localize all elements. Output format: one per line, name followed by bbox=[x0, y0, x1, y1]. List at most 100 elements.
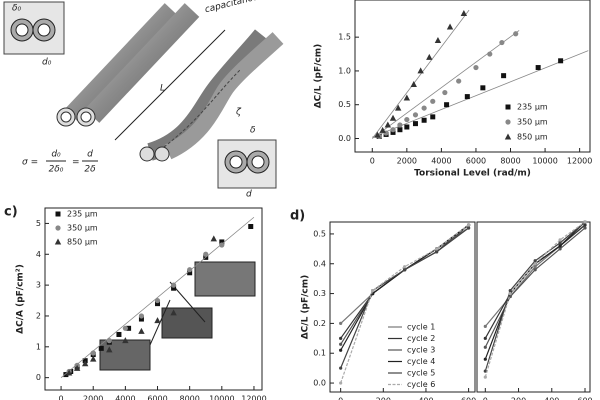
series-line bbox=[484, 221, 586, 378]
marker bbox=[426, 53, 433, 60]
marker bbox=[170, 309, 177, 316]
marker bbox=[558, 58, 564, 64]
series-line bbox=[484, 221, 586, 372]
marker bbox=[535, 65, 541, 71]
y-axis-title: ΔC/L (pF/cm) bbox=[301, 275, 311, 340]
x-tick-label: 10000 bbox=[209, 395, 234, 400]
marker bbox=[397, 127, 403, 133]
marker bbox=[464, 94, 470, 100]
marker bbox=[155, 301, 161, 307]
legend-label: cycle 4 bbox=[407, 357, 435, 366]
legend-label: 350 μm bbox=[67, 224, 98, 233]
point bbox=[483, 357, 487, 361]
marker bbox=[138, 313, 145, 319]
marker bbox=[187, 267, 193, 273]
marker bbox=[442, 89, 448, 96]
marker bbox=[434, 37, 442, 44]
formula-part: d₀ bbox=[51, 150, 61, 160]
x-tick-label: 400 bbox=[544, 397, 559, 400]
point bbox=[583, 223, 587, 227]
y-tick-label: 5 bbox=[36, 219, 41, 228]
point bbox=[339, 336, 343, 340]
marker bbox=[404, 124, 410, 130]
point bbox=[339, 342, 343, 346]
marker bbox=[219, 239, 225, 245]
formula-part: 2δ₀ bbox=[49, 165, 64, 175]
axis-line bbox=[159, 69, 241, 151]
photo-inset bbox=[161, 307, 213, 339]
y-tick-label: 0.5 bbox=[338, 100, 351, 109]
plot-frame bbox=[44, 207, 263, 391]
marker bbox=[210, 235, 217, 242]
point bbox=[533, 265, 537, 269]
point bbox=[533, 262, 537, 266]
x-tick-label: 6000 bbox=[466, 157, 486, 166]
x-tick-label: 8000 bbox=[500, 157, 520, 166]
y-tick-label: 0 bbox=[36, 373, 41, 382]
legend-marker bbox=[54, 238, 62, 245]
marker bbox=[170, 282, 177, 288]
panel-label: d) bbox=[290, 209, 305, 224]
marker bbox=[81, 360, 89, 367]
series-line bbox=[340, 227, 469, 369]
marker bbox=[501, 73, 507, 79]
fit-line bbox=[372, 30, 520, 139]
point bbox=[371, 288, 375, 293]
point bbox=[403, 268, 407, 272]
fit-line bbox=[371, 9, 470, 139]
length-line bbox=[114, 29, 226, 141]
label: capacitance ↑ bbox=[204, 0, 269, 15]
formula-part: d bbox=[87, 150, 93, 160]
photo-inset bbox=[99, 339, 151, 371]
x-tick-label: 600 bbox=[461, 397, 476, 400]
y-tick-label: 1.5 bbox=[338, 33, 351, 42]
marker bbox=[390, 129, 396, 135]
x-tick-label: 200 bbox=[511, 397, 526, 400]
y-axis-title: ΔC/A (pF/cm²) bbox=[16, 264, 26, 334]
marker bbox=[98, 345, 104, 351]
marker bbox=[248, 224, 254, 230]
marker bbox=[106, 346, 113, 353]
point bbox=[339, 381, 343, 385]
inset-core bbox=[229, 155, 243, 169]
point bbox=[558, 241, 562, 245]
point bbox=[483, 369, 487, 373]
x-tick-label: 200 bbox=[376, 397, 391, 400]
y-tick-label: 0.0 bbox=[338, 134, 351, 143]
x-tick-label: 12000 bbox=[241, 395, 266, 400]
y-tick-label: 4 bbox=[36, 250, 41, 259]
marker bbox=[203, 251, 209, 257]
plot-frame bbox=[354, 0, 591, 153]
fit-line bbox=[372, 50, 589, 138]
label: d bbox=[246, 190, 252, 200]
marker bbox=[154, 317, 161, 324]
x-axis-title: Torsional Level (rad/m) bbox=[414, 169, 531, 179]
y-tick-label: 0.2 bbox=[313, 319, 326, 328]
point bbox=[558, 247, 562, 251]
legend-marker bbox=[55, 225, 61, 231]
fit-line bbox=[60, 216, 255, 378]
marker bbox=[122, 337, 129, 344]
legend-label: cycle 5 bbox=[407, 369, 435, 378]
plot-frame bbox=[329, 221, 476, 393]
x-tick-label: 2000 bbox=[397, 157, 417, 166]
fiber-end bbox=[154, 146, 170, 162]
point bbox=[435, 247, 439, 251]
point bbox=[483, 375, 487, 379]
x-tick-label: 8000 bbox=[179, 395, 199, 400]
marker bbox=[487, 51, 493, 57]
x-tick-label: 6000 bbox=[147, 395, 167, 400]
marker bbox=[421, 105, 427, 111]
diagram: δ₀ d₀ L ζ δ d capacitance ↑ σ = d₀ 2δ₀ =… bbox=[3, 0, 284, 200]
marker bbox=[430, 114, 436, 120]
twisted-fiber bbox=[146, 29, 270, 161]
legend-label: 850 μm bbox=[517, 133, 548, 142]
x-tick-label: 12000 bbox=[567, 157, 592, 166]
y-tick-label: 1 bbox=[36, 342, 41, 351]
legend-label: 235 μm bbox=[517, 103, 548, 112]
point bbox=[467, 226, 471, 230]
marker bbox=[389, 114, 397, 121]
series-line bbox=[340, 224, 469, 384]
x-tick-label: 2000 bbox=[83, 395, 103, 400]
